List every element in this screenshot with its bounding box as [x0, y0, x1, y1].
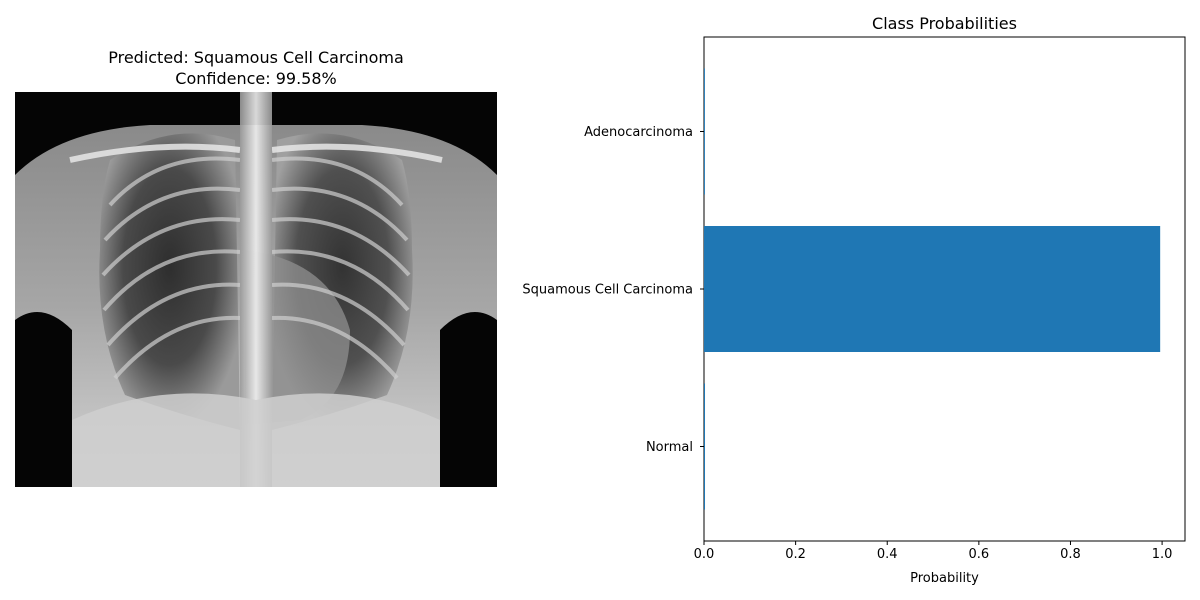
chest-xray-image	[15, 92, 497, 487]
x-tick-label: 0.6	[969, 547, 990, 562]
confidence-title: Confidence: 99.58%	[175, 69, 336, 88]
y-tick-label: Squamous Cell Carcinoma	[522, 283, 693, 298]
y-tick-label: Adenocarcinoma	[584, 125, 693, 140]
chart-title: Class Probabilities	[872, 14, 1017, 33]
bar-adenocarcinoma	[704, 68, 705, 195]
x-tick-label: 1.0	[1152, 547, 1173, 562]
x-axis-label: Probability	[910, 571, 979, 586]
x-axis-ticks: 0.0 0.2 0.4 0.6 0.8 1.0	[694, 541, 1173, 562]
y-tick-label: Normal	[646, 440, 693, 455]
bars-group	[704, 68, 1161, 510]
x-tick-label: 0.4	[877, 547, 898, 562]
bar-normal	[704, 383, 706, 510]
x-tick-label: 0.8	[1060, 547, 1081, 562]
bar-squamous-cell-carcinoma	[704, 226, 1161, 352]
predicted-title: Predicted: Squamous Cell Carcinoma	[108, 48, 404, 67]
y-axis-ticks: Adenocarcinoma Squamous Cell Carcinoma Nor…	[522, 125, 704, 455]
x-tick-label: 0.0	[694, 547, 715, 562]
bar-chart: Class Probabilities Adenocarcinoma Squamo…	[522, 14, 1186, 586]
x-tick-label: 0.2	[785, 547, 806, 562]
